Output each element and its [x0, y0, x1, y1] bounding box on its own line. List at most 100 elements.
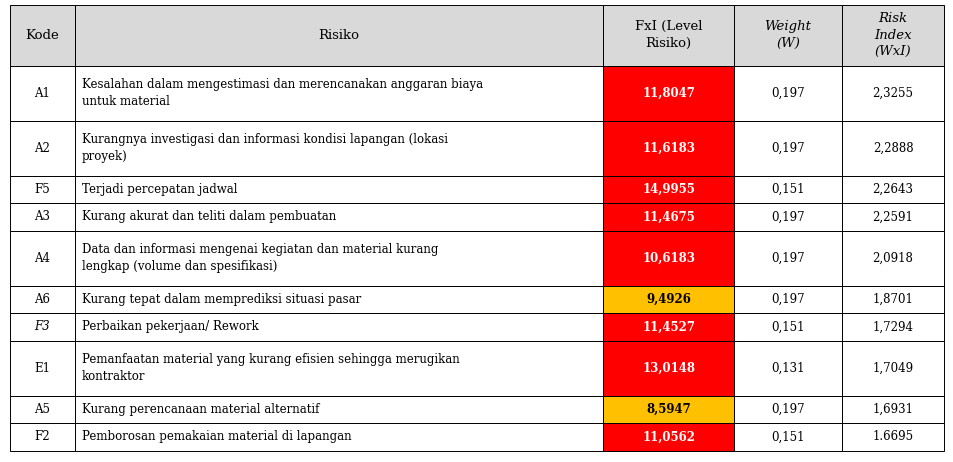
Bar: [734, 423, 841, 450]
Bar: [10, 313, 75, 340]
Text: Kurang akurat dan teliti dalam pembuatan: Kurang akurat dan teliti dalam pembuatan: [81, 210, 339, 224]
Bar: [734, 313, 841, 340]
Text: F3: F3: [34, 320, 50, 334]
Bar: [602, 340, 733, 395]
Text: 11,6183: 11,6183: [641, 142, 695, 155]
Text: Kurang tepat dalam memprediksi situasi pasar: Kurang tepat dalam memprediksi situasi p…: [81, 293, 360, 306]
Bar: [841, 395, 943, 423]
Bar: [841, 66, 943, 121]
Bar: [10, 231, 75, 286]
Bar: [841, 231, 943, 286]
Text: 0,151: 0,151: [770, 320, 803, 334]
Text: 0,197: 0,197: [770, 87, 803, 100]
Bar: [734, 5, 841, 66]
Bar: [10, 5, 75, 66]
Text: 11,4527: 11,4527: [641, 320, 695, 334]
Text: 1,7049: 1,7049: [872, 362, 913, 375]
Bar: [10, 203, 75, 231]
Bar: [602, 66, 733, 121]
Text: A5: A5: [34, 403, 51, 416]
Bar: [734, 395, 841, 423]
Bar: [10, 176, 75, 203]
Bar: [10, 423, 75, 450]
Bar: [841, 121, 943, 176]
Text: Terjadi percepatan jadwal: Terjadi percepatan jadwal: [81, 183, 236, 196]
Bar: [841, 203, 943, 231]
Bar: [602, 395, 733, 423]
Text: Weight
(W): Weight (W): [763, 20, 810, 50]
Bar: [841, 286, 943, 313]
Text: E1: E1: [34, 362, 51, 375]
Text: 13,0148: 13,0148: [641, 362, 695, 375]
Bar: [734, 176, 841, 203]
Bar: [841, 340, 943, 395]
Bar: [10, 340, 75, 395]
Text: 0,197: 0,197: [770, 293, 803, 306]
Bar: [734, 66, 841, 121]
Text: Risiko: Risiko: [318, 29, 359, 42]
Text: 11,0562: 11,0562: [641, 430, 695, 444]
Bar: [734, 121, 841, 176]
Text: A2: A2: [34, 142, 51, 155]
Text: 11,8047: 11,8047: [641, 87, 695, 100]
Bar: [602, 231, 733, 286]
Bar: [602, 313, 733, 340]
Bar: [602, 121, 733, 176]
Text: 0,151: 0,151: [770, 430, 803, 444]
Text: 0,131: 0,131: [770, 362, 803, 375]
Text: 0,151: 0,151: [770, 183, 803, 196]
Text: 2,2643: 2,2643: [872, 183, 913, 196]
Text: 1.6695: 1.6695: [872, 430, 913, 444]
Text: Data dan informasi mengenai kegiatan dan material kurang
lengkap (volume dan spe: Data dan informasi mengenai kegiatan dan…: [81, 243, 437, 273]
Bar: [734, 286, 841, 313]
Bar: [75, 66, 602, 121]
Bar: [75, 313, 602, 340]
Text: 2,0918: 2,0918: [872, 252, 913, 265]
Text: 0,197: 0,197: [770, 403, 803, 416]
Text: Pemanfaatan material yang kurang efisien sehingga merugikan
kontraktor: Pemanfaatan material yang kurang efisien…: [81, 353, 458, 383]
Text: Kesalahan dalam mengestimasi dan merencanakan anggaran biaya
untuk material: Kesalahan dalam mengestimasi dan merenca…: [81, 79, 482, 108]
Text: FxI (Level
Risiko): FxI (Level Risiko): [635, 20, 701, 50]
Bar: [602, 176, 733, 203]
Text: A4: A4: [34, 252, 51, 265]
Bar: [841, 423, 943, 450]
Text: Pemborosan pemakaian material di lapangan: Pemborosan pemakaian material di lapanga…: [81, 430, 351, 444]
Text: 2,3255: 2,3255: [872, 87, 913, 100]
Bar: [75, 176, 602, 203]
Bar: [602, 5, 733, 66]
Bar: [734, 231, 841, 286]
Bar: [75, 231, 602, 286]
Bar: [10, 395, 75, 423]
Bar: [75, 395, 602, 423]
Bar: [602, 423, 733, 450]
Text: A3: A3: [34, 210, 51, 224]
Text: 2,2591: 2,2591: [872, 210, 913, 224]
Text: 0,197: 0,197: [770, 142, 803, 155]
Bar: [75, 203, 602, 231]
Text: Perbaikan pekerjaan/ Rework: Perbaikan pekerjaan/ Rework: [81, 320, 258, 334]
Bar: [75, 423, 602, 450]
Bar: [10, 66, 75, 121]
Bar: [75, 121, 602, 176]
Bar: [841, 313, 943, 340]
Bar: [75, 5, 602, 66]
Text: Kurang perencanaan material alternatif: Kurang perencanaan material alternatif: [81, 403, 318, 416]
Text: Kode: Kode: [26, 29, 59, 42]
Text: Risk
Index
(WxI): Risk Index (WxI): [873, 12, 911, 58]
Text: F5: F5: [34, 183, 51, 196]
Bar: [10, 121, 75, 176]
Text: 1,8701: 1,8701: [872, 293, 913, 306]
Bar: [734, 340, 841, 395]
Bar: [602, 203, 733, 231]
Text: 0,197: 0,197: [770, 210, 803, 224]
Text: 9,4926: 9,4926: [645, 293, 690, 306]
Text: 1,7294: 1,7294: [872, 320, 913, 334]
Bar: [75, 340, 602, 395]
Text: 0,197: 0,197: [770, 252, 803, 265]
Text: A6: A6: [34, 293, 51, 306]
Text: 8,5947: 8,5947: [645, 403, 690, 416]
Bar: [841, 176, 943, 203]
Text: 10,6183: 10,6183: [641, 252, 695, 265]
Text: 2,2888: 2,2888: [872, 142, 912, 155]
Bar: [75, 286, 602, 313]
